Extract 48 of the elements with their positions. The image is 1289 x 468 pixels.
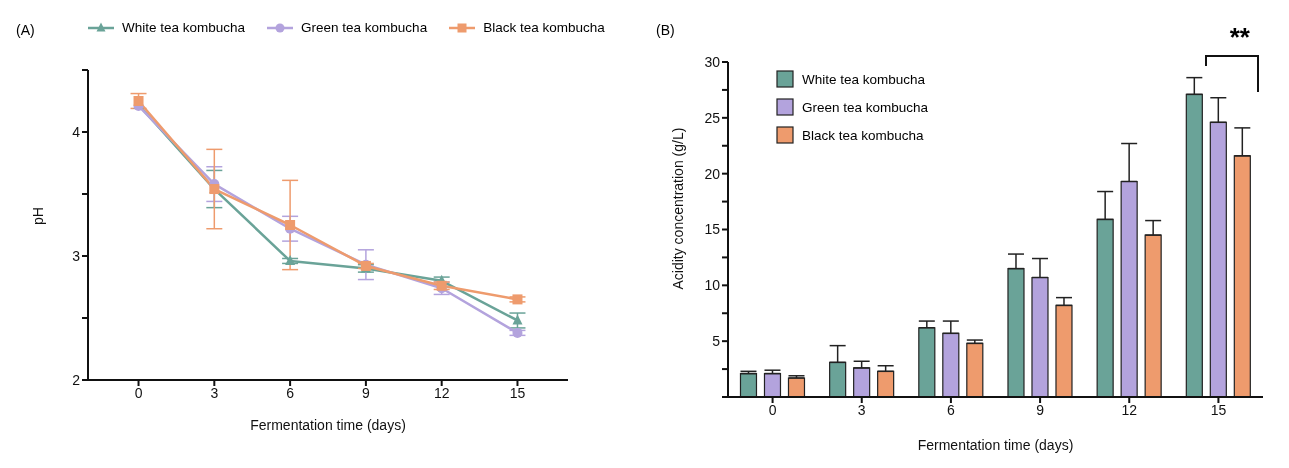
y-axis-title: Acidity concentration (g/L) xyxy=(669,127,686,290)
y-tick-label: 5 xyxy=(712,333,721,350)
x-tick-label: 0 xyxy=(134,384,143,401)
bar xyxy=(739,372,758,397)
bar xyxy=(1144,234,1162,397)
x-tick-label: 3 xyxy=(210,384,219,401)
chart-title: (A) xyxy=(16,22,35,38)
x-tick-label: 15 xyxy=(509,384,526,401)
bar xyxy=(1233,155,1251,397)
x-tick-label: 12 xyxy=(433,384,450,401)
legend-label: Black tea kombucha xyxy=(802,127,924,143)
x-tick-label: 6 xyxy=(947,401,956,418)
bar xyxy=(877,370,895,397)
point xyxy=(512,314,523,325)
bar xyxy=(918,327,936,397)
x-tick-label: 9 xyxy=(1036,401,1045,418)
legend-label: White tea kombucha xyxy=(802,71,926,87)
y-tick-label: 3 xyxy=(72,247,81,264)
y-tick-label: 4 xyxy=(72,123,81,140)
y-tick-label: 25 xyxy=(704,109,721,126)
x-axis-title: Fermentation time (days) xyxy=(917,437,1074,453)
y-tick-label: 15 xyxy=(704,221,721,238)
point xyxy=(285,220,296,230)
y-tick-label: 20 xyxy=(704,165,721,182)
bar xyxy=(966,342,984,397)
legend-label: Black tea kombucha xyxy=(483,20,605,35)
chart-title: (B) xyxy=(656,22,675,38)
bar xyxy=(853,367,871,397)
text: ** xyxy=(1229,22,1250,53)
bar xyxy=(787,377,806,397)
y-axis-title: pH xyxy=(29,207,46,225)
x-tick-label: 3 xyxy=(857,401,866,418)
point xyxy=(285,254,296,265)
y-tick-label: 2 xyxy=(72,371,81,388)
point xyxy=(512,294,523,305)
legend-label: Green tea kombucha xyxy=(301,20,428,35)
legend-label: Green tea kombucha xyxy=(802,99,929,115)
y-tick-label: 10 xyxy=(704,277,721,294)
bar xyxy=(763,372,782,397)
x-tick-label: 9 xyxy=(362,384,370,401)
point xyxy=(512,327,523,338)
y-tick-label: 30 xyxy=(704,53,721,70)
x-axis-title: Fermentation time (days) xyxy=(250,417,406,433)
x-tick-label: 6 xyxy=(286,384,295,401)
x-tick-label: 12 xyxy=(1121,401,1138,418)
x-tick-label: 0 xyxy=(768,401,777,418)
legend-label: White tea kombucha xyxy=(122,20,246,35)
x-tick-label: 15 xyxy=(1210,401,1227,418)
